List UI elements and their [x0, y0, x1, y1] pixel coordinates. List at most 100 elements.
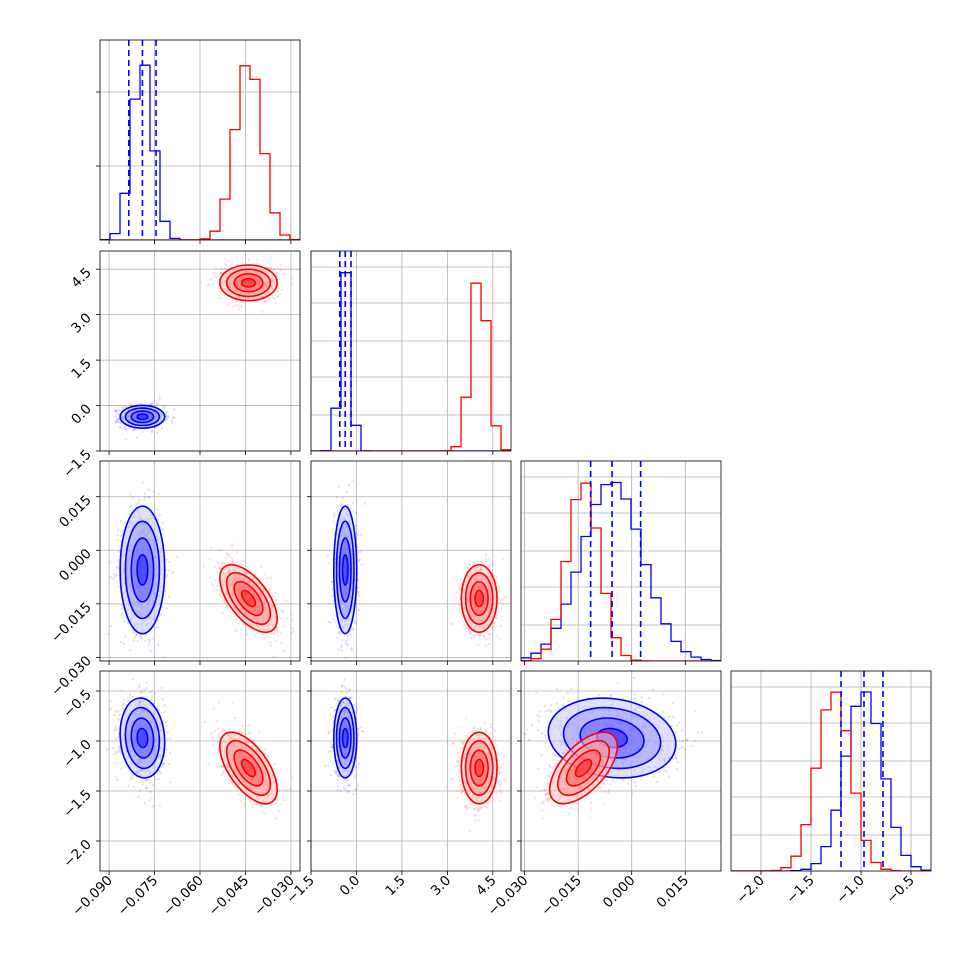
scatter-point [214, 266, 217, 269]
scatter-point [487, 632, 491, 635]
scatter-point [468, 629, 471, 632]
scatter-point [117, 420, 120, 424]
scatter-point [349, 634, 353, 637]
scatter-point [289, 613, 293, 616]
scatter-point [165, 569, 168, 572]
scatter-point [255, 300, 258, 303]
scatter-point [230, 544, 234, 548]
scatter-point [162, 406, 166, 410]
scatter-point [158, 513, 162, 517]
density-contour [240, 589, 257, 608]
scatter-point [136, 640, 139, 643]
scatter-point [161, 404, 165, 408]
scatter-point [491, 562, 494, 565]
scatter-point [357, 533, 360, 536]
scatter-point [360, 563, 363, 566]
scatter-point [170, 421, 174, 425]
scatter-point [279, 263, 282, 266]
scatter-point [114, 420, 118, 423]
scatter-point [135, 436, 139, 439]
scatter-point [500, 600, 503, 604]
scatter-point [329, 544, 332, 547]
scatter-point [488, 642, 491, 646]
scatter-point [290, 631, 293, 635]
scatter-point [144, 639, 147, 642]
scatter-point [487, 557, 491, 560]
panel-0-0 [96, 39, 301, 244]
scatter-point [358, 558, 361, 562]
scatter-point [164, 414, 168, 417]
scatter-point [332, 520, 335, 523]
scatter-point [227, 260, 230, 263]
scatter-point [108, 561, 111, 564]
scatter-point [225, 552, 229, 555]
scatter-point [120, 613, 123, 616]
scatter-point [156, 625, 159, 629]
scatter-point [271, 595, 274, 598]
scatter-point [272, 267, 275, 270]
scatter-point [168, 595, 171, 598]
scatter-point [128, 505, 132, 509]
scatter-point [132, 639, 135, 642]
scatter-point [276, 631, 279, 634]
scatter-point [331, 593, 334, 597]
scatter-point [491, 625, 494, 628]
scatter-point [227, 553, 231, 557]
scatter-point [224, 262, 228, 266]
scatter-point [256, 259, 259, 262]
scatter-point [275, 272, 278, 275]
panel-content [100, 40, 300, 240]
scatter-point [109, 624, 113, 628]
scatter-point [118, 409, 121, 412]
panel-1-0 [96, 250, 301, 455]
scatter-point [119, 421, 122, 424]
scatter-point [113, 409, 117, 412]
scatter-point [116, 419, 119, 422]
scatter-point [219, 272, 223, 275]
scatter-point [129, 493, 132, 496]
scatter-point [283, 649, 286, 653]
scatter-point [119, 641, 123, 644]
scatter-point [237, 622, 240, 625]
scatter-point [133, 429, 137, 432]
grid [310, 251, 511, 451]
scatter-point [357, 590, 360, 594]
scatter-point [219, 566, 222, 569]
scatter-point [231, 542, 234, 546]
scatter-point [221, 562, 224, 565]
scatter-point [214, 275, 217, 278]
scatter-point [218, 593, 221, 596]
scatter-point [337, 631, 340, 634]
scatter-point [121, 406, 125, 409]
scatter-point [356, 591, 360, 595]
scatter-point [331, 580, 334, 583]
scatter-point [257, 575, 260, 578]
scatter-point [276, 295, 279, 299]
scatter-point [344, 642, 347, 645]
scatter-point [206, 284, 210, 287]
scatter-point [124, 427, 127, 430]
scatter-point [167, 560, 171, 563]
scatter-point [173, 416, 176, 419]
scatter-point [283, 600, 286, 603]
scatter-point [458, 610, 461, 613]
scatter-point [114, 420, 118, 423]
scatter-point [346, 635, 349, 638]
scatter-point [151, 637, 154, 640]
scatter-point [115, 410, 118, 413]
scatter-point [147, 643, 150, 646]
scatter-point [147, 488, 150, 491]
scatter-point [225, 604, 229, 607]
panel-1-1 [310, 250, 512, 455]
scatter-point [345, 491, 348, 494]
scatter-point [219, 271, 222, 275]
scatter-point [359, 550, 362, 554]
scatter-point [145, 633, 148, 636]
scatter-point [341, 638, 344, 642]
scatter-point [115, 420, 118, 424]
scatter-point [356, 551, 360, 554]
density-contour [341, 553, 349, 586]
panel-2-0 [96, 460, 301, 665]
scatter-point [220, 297, 223, 300]
